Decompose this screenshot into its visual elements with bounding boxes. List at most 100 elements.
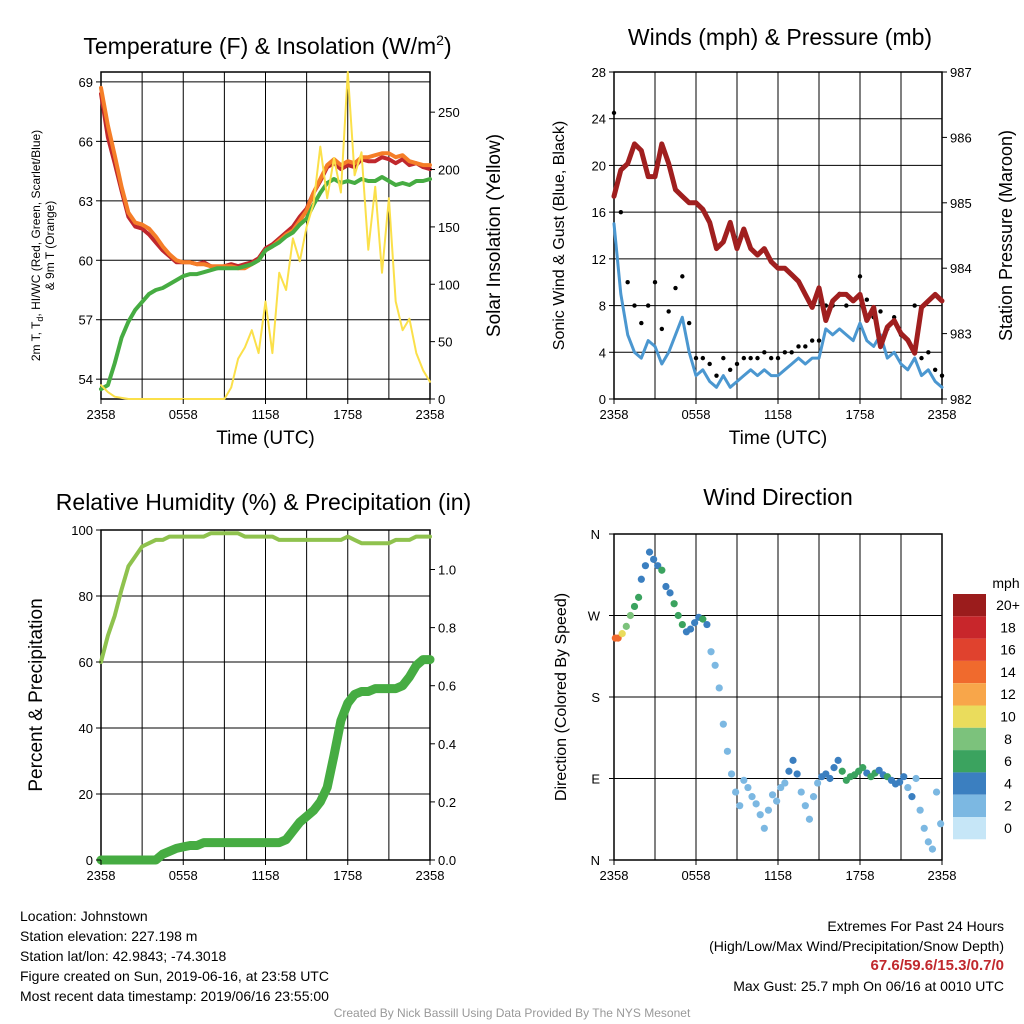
y-tick-label: W bbox=[588, 609, 601, 624]
direction-point bbox=[618, 630, 626, 638]
legend-label: 4 bbox=[1004, 775, 1012, 791]
y-tick-label: 50 bbox=[438, 335, 452, 350]
y-tick-label: 80 bbox=[79, 589, 93, 604]
x-tick-label: 2358 bbox=[87, 407, 116, 422]
series-blue bbox=[612, 222, 944, 389]
y-tick-label: 1.0 bbox=[438, 563, 456, 578]
y-tick-label: 20 bbox=[592, 158, 606, 173]
direction-point bbox=[727, 770, 736, 778]
direction-point bbox=[707, 648, 715, 656]
direction-point bbox=[691, 619, 699, 627]
y-tick-label: 984 bbox=[950, 261, 972, 276]
direction-point bbox=[622, 622, 630, 630]
x-tick-label: 2358 bbox=[600, 407, 629, 422]
y2-axis-title: Solar Insolation (Yellow) bbox=[484, 134, 505, 337]
gust-point bbox=[755, 355, 760, 361]
direction-point bbox=[703, 620, 711, 629]
legend-swatch bbox=[953, 794, 986, 817]
y-tick-label: 60 bbox=[79, 253, 93, 268]
extremes-values: 67.6/59.6/15.3/0.7/0 bbox=[870, 957, 1004, 974]
x-tick-label: 1158 bbox=[252, 868, 280, 883]
legend-label: 6 bbox=[1004, 753, 1012, 769]
direction-point bbox=[805, 815, 814, 823]
series-green bbox=[96, 655, 435, 865]
direction-point bbox=[908, 793, 916, 801]
y-tick-label: 54 bbox=[79, 372, 93, 387]
direction-point bbox=[666, 589, 674, 597]
station-location: Location: Johnstown bbox=[20, 908, 148, 924]
gust-point bbox=[673, 285, 678, 291]
direction-point bbox=[752, 800, 760, 808]
legend-swatch bbox=[953, 616, 986, 639]
direction-point bbox=[635, 593, 643, 601]
x-axis-title: Time (UTC) bbox=[216, 428, 315, 449]
gust-point bbox=[782, 350, 788, 355]
chart-title: Wind Direction bbox=[703, 484, 853, 510]
gust-point bbox=[714, 373, 719, 378]
legend-label: 0 bbox=[1004, 820, 1012, 836]
gust-point bbox=[666, 309, 671, 314]
x-tick-label: 1158 bbox=[764, 868, 792, 883]
x-tick-label: 1758 bbox=[333, 868, 362, 883]
direction-point bbox=[912, 774, 920, 783]
y-tick-label: 250 bbox=[438, 105, 460, 120]
direction-point bbox=[781, 779, 789, 787]
extremes-title: Extremes For Past 24 Hours bbox=[827, 918, 1004, 934]
legend-label: 10 bbox=[1000, 709, 1016, 725]
x-tick-label: 2358 bbox=[416, 868, 445, 883]
winds-pressure-panel: Winds (mph) & Pressure (mb) 0 4 8 12 16 20 24 28… bbox=[551, 24, 1016, 449]
direction-point bbox=[924, 838, 932, 846]
y-axis-title: Direction (Colored By Speed) bbox=[553, 593, 570, 801]
gust-point bbox=[727, 367, 733, 373]
gust-point bbox=[618, 209, 624, 215]
y-tick-label: 0.4 bbox=[438, 737, 456, 752]
direction-point bbox=[826, 774, 834, 783]
gust-point bbox=[639, 320, 644, 326]
gust-point bbox=[611, 110, 617, 116]
direction-point bbox=[641, 562, 650, 570]
credit-line: Created By Nick Bassill Using Data Provi… bbox=[333, 1006, 691, 1020]
y-tick-label: 12 bbox=[592, 252, 606, 267]
x-tick-label: 2358 bbox=[928, 868, 957, 883]
y-tick-label: 8 bbox=[599, 299, 606, 314]
direction-point bbox=[932, 788, 941, 796]
gust-point bbox=[645, 303, 651, 308]
x-tick-label: 1758 bbox=[846, 868, 875, 883]
gust-point bbox=[796, 344, 801, 349]
direction-point bbox=[711, 661, 719, 669]
y-tick-label: 0.2 bbox=[438, 795, 456, 810]
y-tick-label: 4 bbox=[599, 345, 606, 360]
temperature-insolation-panel: Temperature (F) & Insolation (W/m2) 54 57 6… bbox=[29, 32, 505, 449]
station-elevation: Station elevation: 227.198 m bbox=[20, 928, 198, 944]
gust-point bbox=[762, 350, 767, 355]
x-tick-label: 2358 bbox=[87, 868, 116, 883]
y-axis-title-part: , HI/WC (Red, Green, Scarlet/Blue) bbox=[29, 130, 43, 317]
x-tick-label: 1758 bbox=[333, 407, 362, 422]
direction-point bbox=[801, 802, 809, 810]
y-tick-label: 987 bbox=[950, 65, 972, 80]
extremes-summary: Extremes For Past 24 Hours (High/Low/Max… bbox=[709, 916, 1004, 996]
gust-point bbox=[734, 361, 740, 367]
direction-point bbox=[715, 684, 723, 692]
gust-point bbox=[919, 355, 924, 361]
y-tick-label: 16 bbox=[592, 205, 606, 220]
gust-point bbox=[768, 355, 774, 361]
gust-point bbox=[721, 355, 726, 361]
direction-point bbox=[723, 747, 732, 755]
direction-point bbox=[773, 797, 781, 805]
y-tick-label: 57 bbox=[79, 313, 93, 328]
y-tick-label: 150 bbox=[438, 220, 460, 235]
direction-point bbox=[630, 602, 639, 611]
y2-axis-title: Station Pressure (Maroon) bbox=[996, 130, 1016, 341]
gust-point bbox=[659, 326, 665, 332]
gust-point bbox=[693, 355, 699, 361]
direction-point bbox=[637, 575, 645, 583]
direction-point bbox=[756, 811, 764, 819]
gust-point bbox=[932, 367, 938, 373]
direction-point bbox=[626, 611, 635, 620]
legend-swatch bbox=[953, 638, 986, 661]
direction-point bbox=[920, 824, 928, 832]
gust-point bbox=[632, 303, 637, 308]
y-tick-label: 69 bbox=[79, 75, 93, 90]
direction-point bbox=[674, 611, 682, 620]
